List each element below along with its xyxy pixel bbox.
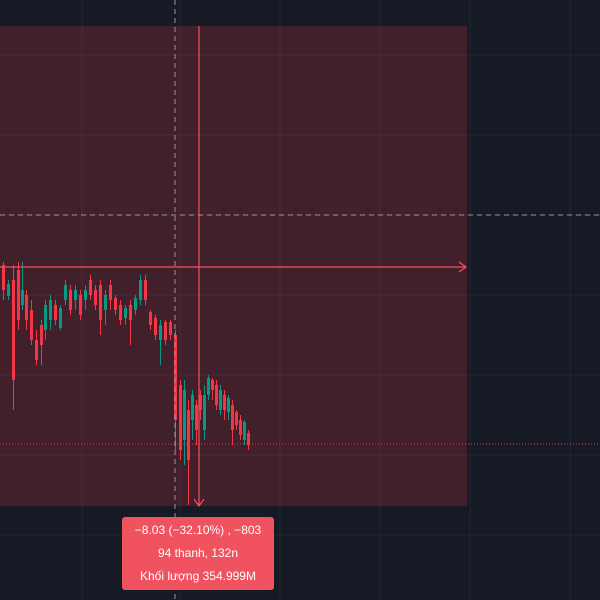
candle bbox=[219, 390, 222, 410]
candle bbox=[179, 385, 182, 450]
arrow-down bbox=[193, 498, 205, 508]
candle bbox=[195, 405, 198, 430]
tooltip-bars: 94 thanh, 132n bbox=[158, 546, 238, 560]
candle bbox=[35, 340, 38, 360]
candle bbox=[114, 298, 117, 310]
tooltip-box bbox=[122, 517, 274, 590]
candle bbox=[17, 270, 20, 320]
candle bbox=[207, 378, 210, 395]
candle bbox=[21, 290, 24, 305]
wick bbox=[160, 320, 161, 365]
candle bbox=[144, 280, 147, 300]
candle bbox=[84, 290, 87, 300]
candle bbox=[64, 285, 67, 300]
candle bbox=[243, 422, 246, 440]
candle bbox=[7, 284, 10, 296]
candle bbox=[12, 280, 15, 380]
candle bbox=[59, 308, 62, 328]
candle bbox=[154, 318, 157, 335]
candle bbox=[79, 295, 82, 315]
candle bbox=[235, 412, 238, 425]
candle bbox=[174, 335, 177, 420]
tooltip-volume: Khối lượng 354.999M bbox=[140, 569, 256, 583]
candle bbox=[44, 305, 47, 330]
candles bbox=[2, 262, 250, 505]
candle bbox=[129, 305, 132, 320]
wick bbox=[130, 300, 131, 345]
candle bbox=[69, 290, 72, 310]
candle bbox=[25, 295, 28, 320]
candle bbox=[159, 325, 162, 340]
candle bbox=[94, 290, 97, 305]
tooltip-change: −8.03 (−32.10%) , −803 bbox=[135, 523, 262, 537]
candle bbox=[215, 385, 218, 405]
candle bbox=[2, 265, 5, 290]
candle bbox=[74, 290, 77, 300]
candle bbox=[54, 305, 57, 320]
candle bbox=[134, 298, 137, 310]
wick bbox=[22, 262, 23, 310]
arrow-right bbox=[458, 261, 468, 273]
candle bbox=[183, 390, 186, 440]
candle bbox=[109, 285, 112, 300]
candle bbox=[169, 322, 172, 335]
candle bbox=[227, 398, 230, 412]
candle bbox=[203, 395, 206, 430]
candle bbox=[191, 395, 194, 420]
candle bbox=[199, 395, 202, 410]
candle bbox=[99, 285, 102, 320]
measure-tooltip: −8.03 (−32.10%) , −803 94 thanh, 132n Kh… bbox=[122, 517, 274, 590]
measure-area[interactable] bbox=[0, 26, 467, 506]
candle bbox=[247, 433, 250, 445]
candle bbox=[30, 310, 33, 340]
candle bbox=[49, 300, 52, 320]
candle bbox=[223, 395, 226, 410]
candle bbox=[149, 312, 152, 325]
candle bbox=[231, 405, 234, 430]
candle bbox=[164, 322, 167, 340]
candle bbox=[239, 420, 242, 435]
candle bbox=[40, 325, 43, 345]
candle bbox=[139, 280, 142, 300]
candle bbox=[104, 295, 107, 310]
candle bbox=[187, 410, 190, 460]
candle bbox=[89, 280, 92, 295]
candle bbox=[124, 308, 127, 318]
candle bbox=[119, 305, 122, 320]
candle bbox=[211, 380, 214, 390]
